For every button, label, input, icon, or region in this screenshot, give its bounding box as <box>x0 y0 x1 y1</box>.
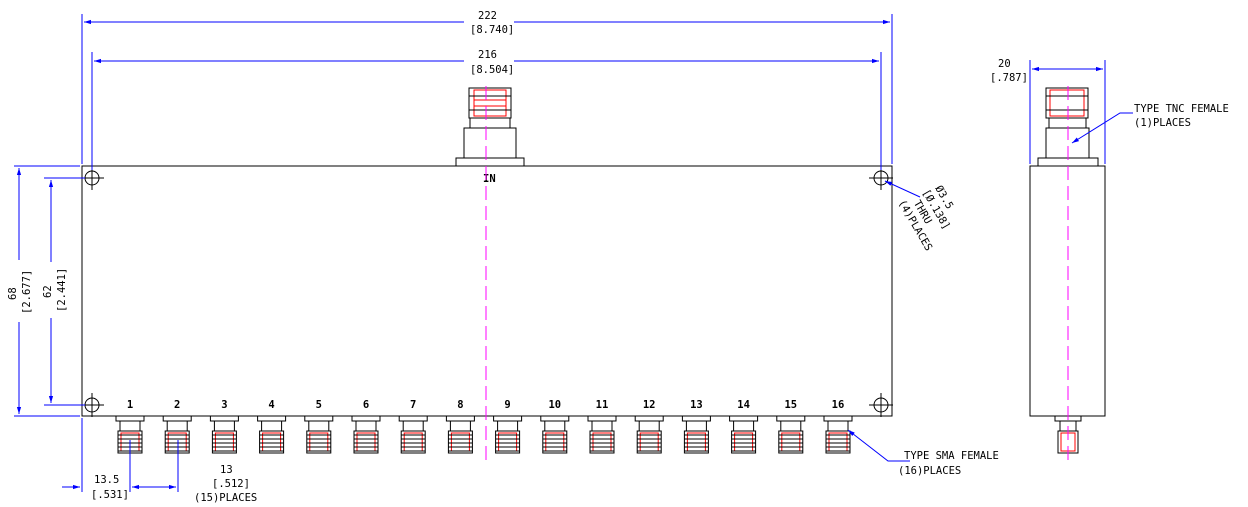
sma-port <box>304 415 334 454</box>
sma-callout-line2: (16)PLACES <box>898 465 961 477</box>
front-view-body <box>81 165 893 417</box>
dimension-20 <box>1029 60 1106 164</box>
port-number-label: 16 <box>832 399 845 411</box>
input-label: IN <box>483 173 496 185</box>
sma-port <box>351 415 381 454</box>
dim-20-mm: 20 <box>998 58 1011 70</box>
hole-callout: Ø3.5 [Ø.138] THRU (4)PLACES <box>896 184 956 254</box>
port-number-label: 1 <box>127 399 133 411</box>
sma-port <box>823 415 853 454</box>
dim-13-places: (15)PLACES <box>194 492 257 504</box>
mounting-holes <box>80 166 893 417</box>
port-number-label: 10 <box>548 399 561 411</box>
sma-callout-line1: TYPE SMA FEMALE <box>904 450 999 462</box>
hole-leader <box>884 180 921 198</box>
dim-68-mm: 68 <box>7 287 19 300</box>
port-number-label: 9 <box>504 399 510 411</box>
port-number-label: 14 <box>737 399 750 411</box>
dim-13-5-inch: [.531] <box>91 489 129 501</box>
dim-20-inch: [.787] <box>990 72 1028 84</box>
sma-port <box>257 415 287 454</box>
dim-13-inch: [.512] <box>212 478 250 490</box>
tnc-callout-line2: (1)PLACES <box>1134 117 1191 129</box>
dimension-13-pitch <box>132 440 179 492</box>
port-number-labels: 1 2 3 4 5 6 7 8 9 10 11 12 13 14 15 16 <box>127 399 844 411</box>
dim-62-inch: [2.441] <box>56 268 68 312</box>
port-number-label: 5 <box>316 399 322 411</box>
dim-222-mm: 222 <box>478 10 497 22</box>
sma-port <box>587 415 617 454</box>
dim-216-inch: [8.504] <box>470 64 514 76</box>
sma-leader <box>847 429 910 462</box>
dim-13-5-mm: 13.5 <box>94 474 119 486</box>
dim-222-inch: [8.740] <box>470 24 514 36</box>
dim-216-mm: 216 <box>478 49 497 61</box>
dimension-222 <box>81 14 893 164</box>
port-number-label: 3 <box>221 399 227 411</box>
port-number-label: 4 <box>268 399 274 411</box>
sma-port <box>398 415 428 454</box>
sma-port <box>540 415 570 454</box>
dimension-62 <box>44 177 85 406</box>
tnc-connector-front <box>455 87 525 167</box>
dim-62-mm: 62 <box>42 285 54 298</box>
sma-port <box>162 415 192 454</box>
dim-13-mm: 13 <box>220 464 233 476</box>
dimension-216 <box>91 52 882 170</box>
sma-port <box>776 415 806 454</box>
sma-port <box>634 415 664 454</box>
dim-68-inch: [2.677] <box>21 270 33 314</box>
port-number-label: 12 <box>643 399 656 411</box>
port-number-label: 8 <box>457 399 463 411</box>
port-number-label: 11 <box>596 399 609 411</box>
port-number-label: 6 <box>363 399 369 411</box>
tnc-callout-line1: TYPE TNC FEMALE <box>1134 103 1229 115</box>
sma-port <box>493 415 523 454</box>
sma-port <box>445 415 475 454</box>
sma-port <box>681 415 711 454</box>
port-number-label: 13 <box>690 399 703 411</box>
tnc-leader <box>1071 112 1133 144</box>
sma-output-ports <box>115 415 853 454</box>
sma-port <box>209 415 239 454</box>
port-number-label: 2 <box>174 399 180 411</box>
port-number-label: 7 <box>410 399 416 411</box>
port-number-label: 15 <box>784 399 797 411</box>
dimension-68 <box>14 165 80 417</box>
sma-port <box>729 415 759 454</box>
